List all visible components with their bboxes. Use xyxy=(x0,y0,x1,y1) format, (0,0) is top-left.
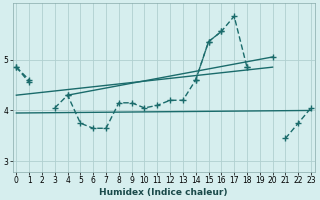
X-axis label: Humidex (Indice chaleur): Humidex (Indice chaleur) xyxy=(100,188,228,197)
